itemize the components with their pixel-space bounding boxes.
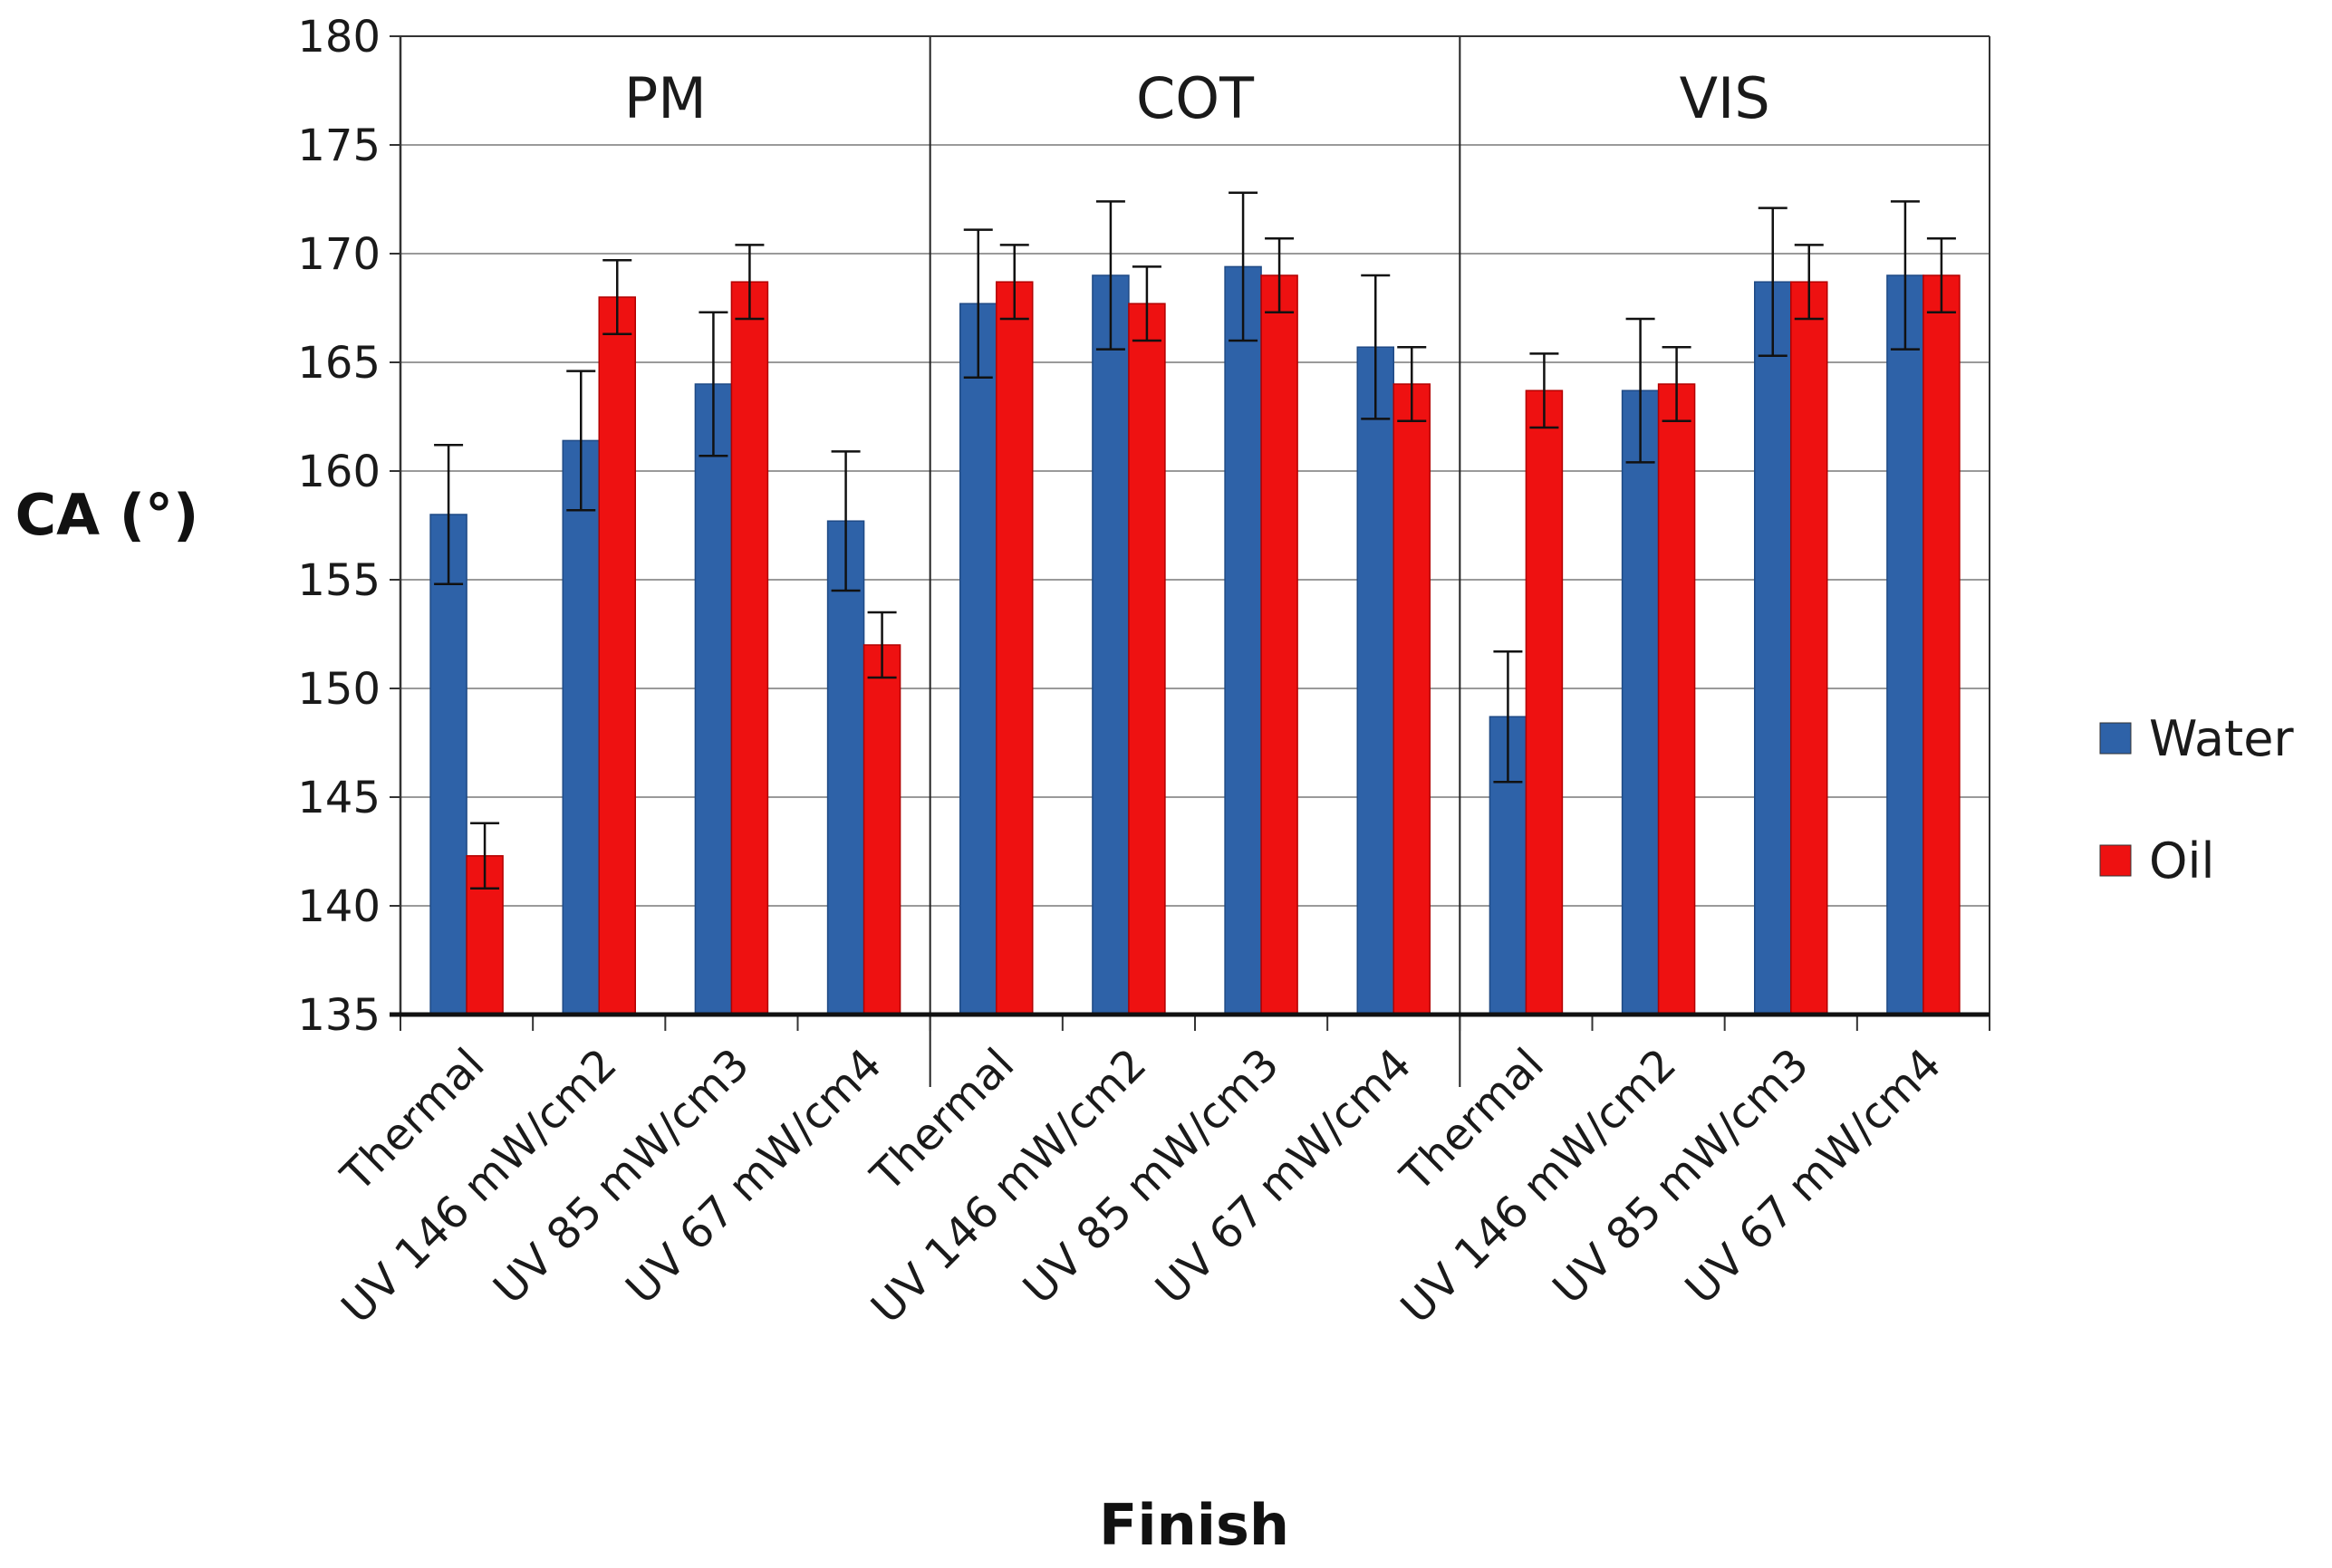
axes <box>390 35 1990 1087</box>
bar-water <box>1754 281 1792 1015</box>
bar-oil <box>996 281 1034 1015</box>
bar-water <box>959 303 997 1015</box>
y-tick-label: 135 <box>297 990 381 1041</box>
bar-oil <box>1525 390 1564 1015</box>
legend-swatch-water <box>2099 722 2132 755</box>
legend: Water Oil <box>2099 710 2294 890</box>
y-tick-label: 155 <box>297 555 381 606</box>
bar-water <box>429 514 467 1015</box>
y-tick-label: 180 <box>297 12 381 63</box>
y-tick-label: 170 <box>297 229 381 280</box>
bar-oil <box>1657 383 1696 1015</box>
bar-oil <box>1922 274 1961 1015</box>
bar-water <box>1224 265 1262 1015</box>
x-axis-title: Finish <box>1099 1492 1289 1558</box>
y-tick-label: 160 <box>297 447 381 497</box>
bar-oil <box>1790 281 1828 1015</box>
error-bars <box>434 191 1956 890</box>
legend-swatch-oil <box>2099 844 2132 877</box>
bars <box>429 265 1961 1015</box>
bar-oil <box>598 296 636 1015</box>
legend-label-oil: Oil <box>2149 832 2215 890</box>
y-tick-label: 145 <box>297 773 381 823</box>
bar-water <box>562 439 600 1015</box>
bar-oil <box>1392 383 1431 1015</box>
bar-oil <box>1128 303 1166 1015</box>
y-tick-label: 165 <box>297 338 381 389</box>
y-tick-label: 175 <box>297 120 381 171</box>
bar-water <box>1886 274 1924 1015</box>
y-tick-label: 140 <box>297 881 381 932</box>
group-label: COT <box>1136 65 1255 131</box>
bar-oil <box>730 281 769 1015</box>
bar-oil <box>862 644 901 1015</box>
bar-water <box>694 383 733 1015</box>
bar-water <box>1092 274 1130 1015</box>
bar-water <box>1356 346 1394 1015</box>
legend-label-water: Water <box>2149 710 2294 767</box>
y-axis-title: CA (°) <box>15 482 199 548</box>
bar-water <box>826 520 865 1015</box>
bar-water <box>1621 390 1660 1015</box>
y-tick-label: 150 <box>297 664 381 715</box>
group-label: PM <box>624 65 707 131</box>
bar-oil <box>1260 274 1298 1015</box>
group-label: VIS <box>1680 65 1770 131</box>
